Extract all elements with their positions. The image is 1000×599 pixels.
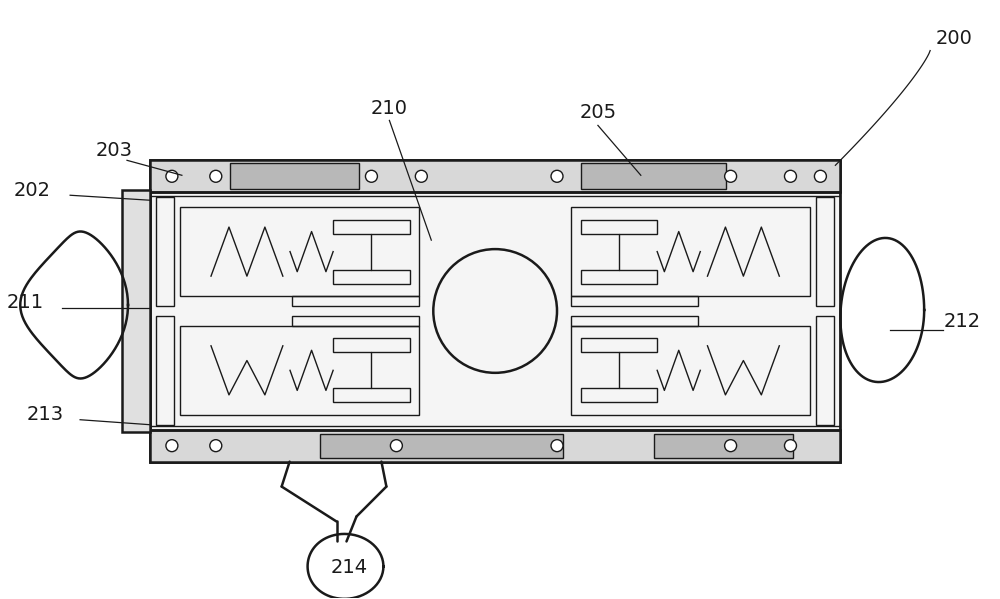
Bar — [230, 164, 359, 189]
Bar — [581, 338, 657, 352]
Bar — [150, 429, 840, 462]
Bar — [150, 161, 840, 192]
Circle shape — [390, 440, 402, 452]
Bar — [180, 207, 419, 296]
Circle shape — [166, 440, 178, 452]
Bar — [292, 296, 419, 306]
Bar — [571, 296, 698, 306]
Text: 211: 211 — [7, 294, 44, 313]
Text: 205: 205 — [579, 103, 616, 122]
Text: 210: 210 — [371, 99, 408, 118]
Circle shape — [814, 170, 826, 182]
Text: 214: 214 — [331, 558, 368, 577]
Circle shape — [784, 170, 796, 182]
Circle shape — [551, 170, 563, 182]
Text: 212: 212 — [943, 313, 980, 331]
Bar — [156, 316, 174, 425]
Bar — [581, 164, 726, 189]
Bar — [292, 316, 419, 326]
Circle shape — [210, 440, 222, 452]
Text: 200: 200 — [935, 29, 972, 48]
Bar — [333, 219, 410, 234]
Bar — [571, 207, 810, 296]
Bar — [122, 190, 150, 432]
Bar — [571, 316, 698, 326]
Bar — [571, 326, 810, 415]
Bar — [581, 219, 657, 234]
Circle shape — [210, 170, 222, 182]
Circle shape — [551, 440, 563, 452]
Bar — [816, 197, 834, 306]
Bar — [581, 270, 657, 284]
Bar — [180, 326, 419, 415]
Text: 213: 213 — [27, 406, 64, 424]
Circle shape — [365, 170, 377, 182]
Circle shape — [784, 440, 796, 452]
Text: 202: 202 — [13, 181, 50, 199]
Bar — [816, 316, 834, 425]
Circle shape — [415, 170, 427, 182]
Bar — [156, 197, 174, 306]
Bar — [581, 388, 657, 403]
Circle shape — [725, 170, 737, 182]
Bar — [654, 434, 793, 458]
Bar — [150, 161, 840, 462]
Bar — [333, 270, 410, 284]
Circle shape — [725, 440, 737, 452]
Circle shape — [166, 170, 178, 182]
Bar — [320, 434, 563, 458]
Text: 203: 203 — [96, 141, 133, 160]
Bar — [333, 338, 410, 352]
Bar — [333, 388, 410, 403]
